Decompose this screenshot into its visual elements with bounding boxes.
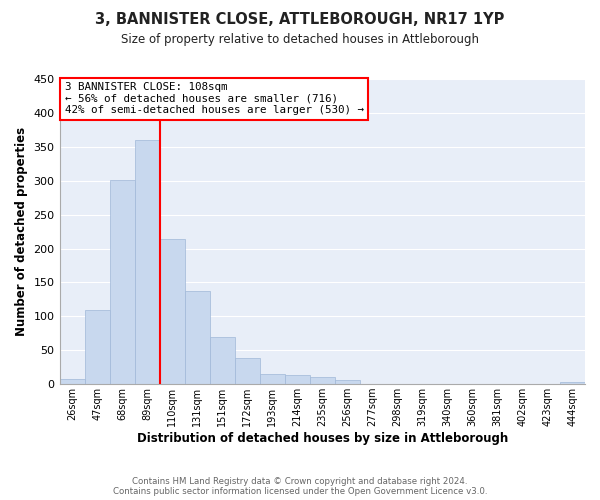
X-axis label: Distribution of detached houses by size in Attleborough: Distribution of detached houses by size … — [137, 432, 508, 445]
Bar — [160, 239, 185, 384]
Bar — [59, 378, 85, 384]
Bar — [260, 374, 285, 384]
Text: Contains public sector information licensed under the Open Government Licence v3: Contains public sector information licen… — [113, 487, 487, 496]
Text: 3 BANNISTER CLOSE: 108sqm
← 56% of detached houses are smaller (716)
42% of semi: 3 BANNISTER CLOSE: 108sqm ← 56% of detac… — [65, 82, 364, 116]
Bar — [310, 378, 335, 384]
Bar — [110, 180, 134, 384]
Bar — [85, 310, 110, 384]
Bar — [185, 292, 209, 384]
Bar — [285, 376, 310, 384]
Bar — [560, 382, 585, 384]
Text: Contains HM Land Registry data © Crown copyright and database right 2024.: Contains HM Land Registry data © Crown c… — [132, 477, 468, 486]
Bar — [134, 140, 160, 384]
Bar — [335, 380, 360, 384]
Text: 3, BANNISTER CLOSE, ATTLEBOROUGH, NR17 1YP: 3, BANNISTER CLOSE, ATTLEBOROUGH, NR17 1… — [95, 12, 505, 28]
Bar — [235, 358, 260, 384]
Bar — [209, 336, 235, 384]
Y-axis label: Number of detached properties: Number of detached properties — [15, 127, 28, 336]
Text: Size of property relative to detached houses in Attleborough: Size of property relative to detached ho… — [121, 32, 479, 46]
